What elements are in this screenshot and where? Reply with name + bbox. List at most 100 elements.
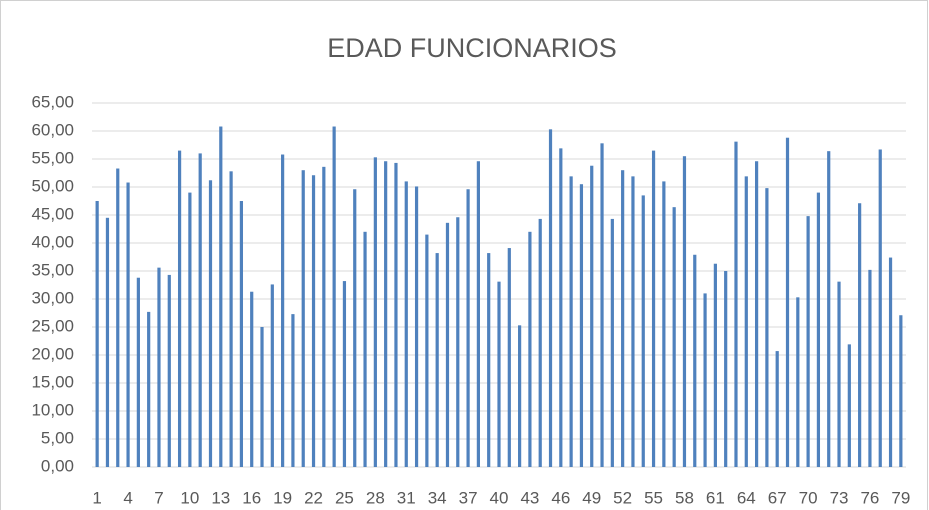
bar	[806, 216, 810, 467]
y-tick-label: 0,00	[41, 456, 74, 475]
bar	[147, 311, 151, 467]
y-tick-label: 55,00	[31, 148, 74, 167]
bar	[662, 181, 666, 467]
x-tick-label: 13	[211, 488, 230, 507]
bar	[208, 180, 213, 467]
y-tick-label: 20,00	[31, 344, 74, 363]
bar	[476, 161, 480, 468]
x-tick-label: 58	[675, 488, 694, 507]
y-tick-label: 15,00	[31, 372, 74, 391]
x-tick-label: 49	[582, 488, 601, 507]
bar	[538, 218, 542, 467]
bar	[353, 189, 357, 468]
bar	[744, 176, 748, 468]
x-tick-label: 7	[154, 488, 163, 507]
x-tick-label: 46	[551, 488, 570, 507]
y-tick-label: 30,00	[31, 288, 74, 307]
bar	[858, 203, 862, 468]
bar	[311, 175, 316, 468]
x-tick-label: 19	[273, 488, 292, 507]
x-tick-label: 10	[180, 488, 199, 507]
x-tick-label: 31	[397, 488, 416, 507]
x-tick-label: 22	[304, 488, 323, 507]
bar	[105, 217, 110, 467]
bar	[518, 325, 522, 467]
bar	[198, 153, 202, 467]
bar	[610, 218, 614, 467]
bar	[281, 154, 285, 467]
bar	[157, 267, 161, 467]
bar	[651, 150, 656, 467]
y-tick-label: 65,00	[31, 92, 74, 111]
bar	[116, 168, 120, 467]
x-tick-label: 25	[335, 488, 354, 507]
x-tick-label: 28	[366, 488, 385, 507]
chart-title: EDAD FUNCIONARIOS	[327, 33, 617, 63]
bar	[796, 297, 800, 467]
bar	[384, 161, 388, 468]
bar	[342, 281, 347, 467]
x-tick-label: 79	[891, 488, 910, 507]
bar	[775, 351, 779, 467]
bar	[445, 222, 450, 467]
bar	[847, 344, 851, 467]
bar	[703, 293, 707, 467]
bar	[167, 274, 171, 467]
x-tick-label: 43	[520, 488, 539, 507]
x-tick-label: 16	[242, 488, 261, 507]
y-tick-label: 25,00	[31, 316, 74, 335]
bar	[466, 189, 470, 468]
x-tick-label: 52	[613, 488, 632, 507]
bar	[785, 137, 790, 467]
bar	[373, 157, 377, 467]
x-tick-label: 76	[860, 488, 879, 507]
bar	[641, 195, 645, 467]
bar	[260, 327, 264, 467]
bar	[754, 161, 759, 468]
bar	[528, 231, 532, 467]
bar	[827, 151, 831, 467]
bar	[435, 253, 439, 467]
x-tick-label: 4	[123, 488, 132, 507]
x-tick-label: 67	[768, 488, 787, 507]
bar	[724, 271, 728, 467]
bar	[270, 284, 274, 467]
bar	[332, 126, 336, 468]
bar	[899, 315, 903, 467]
bar	[621, 170, 625, 467]
bar	[126, 182, 130, 467]
bar	[363, 231, 367, 467]
bar	[868, 269, 872, 467]
y-tick-label: 5,00	[41, 428, 74, 447]
x-tick-label: 55	[644, 488, 663, 507]
bar	[816, 192, 821, 467]
bar	[95, 201, 99, 467]
x-tick-label: 64	[737, 488, 756, 507]
bar	[888, 257, 893, 467]
bar	[559, 148, 563, 468]
bar	[250, 291, 254, 467]
bar	[579, 184, 584, 467]
bar	[600, 143, 604, 467]
bar	[177, 150, 182, 467]
bar	[693, 254, 697, 467]
x-tick-label: 70	[799, 488, 818, 507]
bar	[456, 217, 460, 467]
y-tick-label: 10,00	[31, 400, 74, 419]
bar	[507, 248, 511, 467]
y-tick-label: 60,00	[31, 120, 74, 139]
bar	[301, 170, 305, 467]
bar	[878, 149, 882, 468]
bar	[590, 165, 594, 467]
bar	[548, 129, 553, 467]
x-tick-label: 40	[490, 488, 509, 507]
bar	[239, 201, 244, 467]
bar	[682, 156, 687, 467]
bar	[734, 141, 738, 467]
x-tick-label: 34	[428, 488, 447, 507]
bar	[394, 162, 398, 468]
x-tick-label: 61	[706, 488, 725, 507]
y-tick-label: 40,00	[31, 232, 74, 251]
